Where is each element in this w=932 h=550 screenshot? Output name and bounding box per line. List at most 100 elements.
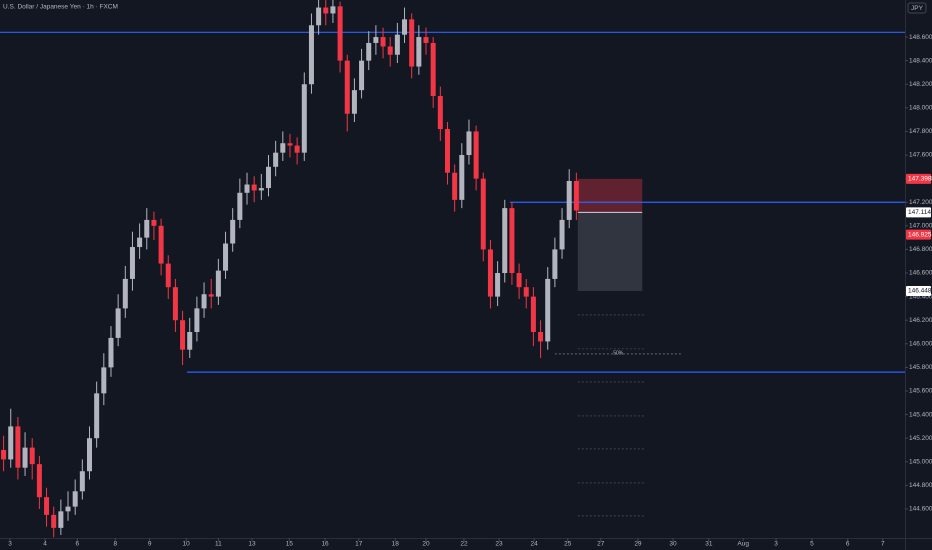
- x-tick-label: 11: [215, 541, 222, 548]
- candle-body: [265, 166, 271, 189]
- x-tick-label: 23: [495, 541, 503, 548]
- candle-body: [337, 6, 343, 61]
- candle-body: [86, 438, 93, 472]
- candle-body: [452, 172, 458, 200]
- candle-body: [487, 249, 493, 297]
- x-tick-label: 30: [669, 541, 677, 548]
- candle-body: [51, 514, 57, 528]
- candle-body: [36, 464, 42, 498]
- candle-body: [509, 208, 515, 274]
- x-tick-label: 8: [113, 541, 117, 548]
- candle-body: [351, 90, 357, 114]
- candle-body: [137, 237, 143, 248]
- candle-body: [187, 332, 193, 350]
- candle-body: [208, 294, 214, 297]
- candle-body: [230, 219, 236, 244]
- candle-body: [387, 46, 393, 55]
- x-tick-label: 3: [774, 541, 778, 548]
- x-tick-label: 27: [597, 541, 605, 548]
- candle-body: [194, 308, 200, 333]
- candle-body: [101, 367, 107, 394]
- candle-body: [115, 308, 121, 338]
- candle-body: [94, 393, 100, 439]
- x-tick-label: 5: [810, 541, 814, 548]
- y-tick-label: 148.400: [909, 57, 932, 64]
- x-tick-label: 22: [460, 541, 468, 548]
- x-tick-label: 25: [564, 541, 572, 548]
- candle-body: [65, 506, 71, 512]
- candle-body: [237, 192, 243, 220]
- y-tick-label: 144.800: [909, 482, 932, 489]
- candle-body: [566, 180, 572, 220]
- candle-body: [287, 143, 293, 146]
- y-tick-label: 146.400: [909, 293, 932, 300]
- price-label-bg: [906, 229, 931, 240]
- x-tick-label: 17: [355, 541, 363, 548]
- x-tick-label: 31: [705, 541, 713, 548]
- price-label: 147.114: [908, 209, 931, 216]
- candle-body: [308, 25, 314, 85]
- y-tick-label: 146.600: [909, 270, 932, 277]
- currency-badge: [907, 2, 927, 14]
- candle-body: [373, 37, 379, 43]
- candle-body: [316, 7, 322, 26]
- candle-body: [22, 447, 28, 468]
- candle-body: [273, 152, 279, 167]
- y-tick-label: 148.600: [909, 34, 932, 41]
- candle-body: [516, 273, 522, 288]
- candle-body: [437, 96, 443, 130]
- y-tick-label: 147.000: [909, 223, 932, 230]
- candle-body: [330, 6, 336, 14]
- x-tick-label: 20: [422, 541, 430, 548]
- candle-body: [79, 471, 85, 492]
- candle-body: [473, 131, 479, 179]
- y-tick-label: 144.600: [909, 506, 932, 513]
- candle-body: [480, 178, 486, 250]
- candle-body: [344, 60, 350, 114]
- y-tick-label: 148.200: [909, 81, 932, 88]
- y-axis-label: JPY: [911, 5, 924, 12]
- x-tick-label: 4: [43, 541, 47, 548]
- candle-body: [416, 37, 422, 67]
- candle-body: [402, 19, 408, 35]
- candle-body: [573, 180, 579, 211]
- candle-body: [129, 247, 135, 279]
- candle-body: [122, 278, 128, 309]
- candle-body: [144, 219, 150, 238]
- candle-body: [165, 263, 171, 288]
- price-label-bg: [906, 285, 931, 296]
- candle-body: [280, 143, 286, 153]
- x-tick-label: 9: [148, 541, 152, 548]
- candle-body: [251, 184, 257, 191]
- y-tick-label: 147.200: [909, 199, 932, 206]
- price-label: 147.398: [908, 176, 932, 183]
- candle-body: [466, 131, 472, 156]
- candle-body: [552, 249, 558, 279]
- price-label-bg: [906, 207, 931, 218]
- candle-body: [1, 449, 7, 460]
- price-label: 146.448: [908, 288, 932, 295]
- candle-body: [15, 426, 21, 468]
- y-tick-label: 146.800: [909, 246, 932, 253]
- x-tick-label: 7: [881, 541, 885, 548]
- candle-body: [409, 19, 415, 67]
- x-tick-label: 6: [846, 541, 850, 548]
- x-tick-label: Aug: [737, 541, 749, 548]
- candle-body: [108, 337, 114, 368]
- candle-body: [538, 332, 544, 342]
- x-tick-label: 15: [286, 541, 294, 548]
- candle-body: [459, 155, 465, 200]
- candle-body: [223, 243, 229, 271]
- y-tick-label: 146.000: [909, 341, 932, 348]
- candle-body: [323, 7, 329, 14]
- candle-body: [8, 426, 14, 460]
- price-label-bg: [906, 173, 931, 184]
- x-tick-label: 16: [321, 541, 329, 548]
- y-tick-label: 148.000: [909, 105, 932, 112]
- candle-body: [172, 287, 178, 321]
- stop-zone: [577, 178, 643, 213]
- y-tick-label: 147.800: [909, 128, 932, 135]
